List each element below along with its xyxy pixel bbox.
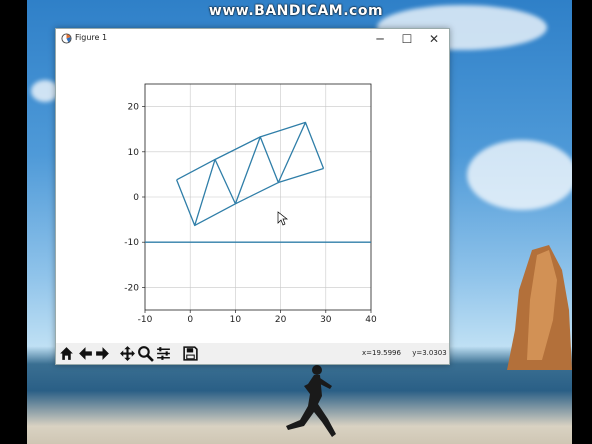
minimize-button[interactable]: ─ xyxy=(376,32,384,46)
x-tick-label: 40 xyxy=(365,315,377,325)
close-button[interactable]: ✕ xyxy=(428,32,440,46)
y-tick-label: -20 xyxy=(124,283,139,293)
tick-labels: -10 0 10 20 30 40 -20 -10 0 10 20 xyxy=(124,103,377,325)
y-tick-label: -10 xyxy=(124,238,139,248)
series-line-2 xyxy=(176,121,306,181)
matplotlib-icon xyxy=(61,33,72,44)
figure-window: Figure 1 ─ ☐ ✕ -10 0 10 20 30 40 -20 -10 0 10 20 xyxy=(55,28,450,365)
mouse-cursor-icon xyxy=(277,211,289,226)
y-tick-label: 20 xyxy=(128,103,140,113)
x-tick-label: 20 xyxy=(275,315,287,325)
runner-silhouette xyxy=(286,365,336,437)
x-tick-label: -10 xyxy=(138,315,153,325)
y-tick-label: 10 xyxy=(128,148,140,158)
zoom-icon[interactable] xyxy=(137,345,154,362)
home-icon[interactable] xyxy=(58,345,75,362)
x-coordinate-readout: x=19.5996 xyxy=(362,349,401,357)
series-group xyxy=(145,121,371,243)
x-tick-label: 0 xyxy=(187,315,193,325)
back-icon[interactable] xyxy=(77,345,94,362)
navigation-toolbar: x=19.5996 y=3.0303 xyxy=(56,343,449,364)
forward-icon[interactable] xyxy=(94,345,111,362)
y-coordinate-readout: y=3.0303 xyxy=(412,349,447,357)
configure-subplots-icon[interactable] xyxy=(155,345,172,362)
y-tick-label: 0 xyxy=(133,193,139,203)
x-tick-label: 30 xyxy=(320,315,332,325)
window-title: Figure 1 xyxy=(75,33,108,42)
plot-canvas[interactable]: -10 0 10 20 30 40 -20 -10 0 10 20 xyxy=(56,49,449,343)
title-bar[interactable]: Figure 1 ─ ☐ ✕ xyxy=(56,29,449,49)
cursor-coordinates: x=19.5996 y=3.0303 xyxy=(362,349,456,357)
x-tick-label: 10 xyxy=(230,315,242,325)
pan-icon[interactable] xyxy=(119,345,136,362)
save-icon[interactable] xyxy=(182,345,199,362)
bandicam-watermark: www.BANDICAM.com xyxy=(208,3,384,19)
maximize-button[interactable]: ☐ xyxy=(401,32,413,46)
series-line-1 xyxy=(176,121,325,227)
series-line-3 xyxy=(194,167,324,227)
grid xyxy=(144,84,372,310)
rock-formation xyxy=(507,245,572,370)
